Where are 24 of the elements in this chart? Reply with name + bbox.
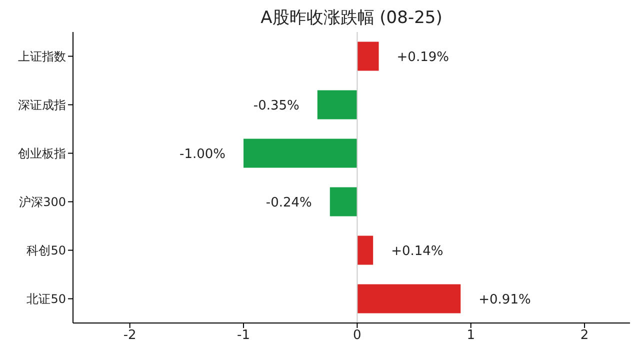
bar	[357, 284, 461, 314]
x-tick-label: -2	[123, 328, 136, 344]
y-tick-label: 北证50	[26, 292, 66, 306]
data-label: +0.14%	[391, 244, 444, 259]
bar	[357, 236, 374, 265]
y-tick-label: 科创50	[26, 244, 66, 258]
x-tick-label: -1	[237, 328, 250, 344]
chart-title: A股昨收涨跌幅 (08-25)	[260, 7, 444, 29]
bar	[357, 42, 379, 71]
x-tick-label: 0	[353, 328, 362, 344]
data-label: +0.91%	[478, 292, 531, 308]
y-tick-label: 上证指数	[18, 50, 66, 64]
y-tick-label: 沪深300	[19, 195, 66, 210]
x-tick-label: 1	[466, 328, 475, 344]
x-tick-label: 2	[580, 328, 589, 344]
data-label: -0.35%	[253, 98, 300, 114]
bar	[330, 187, 358, 216]
y-tick-label: 创业板指	[18, 146, 66, 161]
data-label: +0.19%	[396, 50, 449, 65]
bar	[317, 90, 358, 120]
bar	[244, 138, 358, 168]
data-label: -1.00%	[180, 146, 226, 162]
y-tick-label: 深证成指	[18, 98, 66, 112]
data-label: -0.24%	[266, 195, 312, 210]
